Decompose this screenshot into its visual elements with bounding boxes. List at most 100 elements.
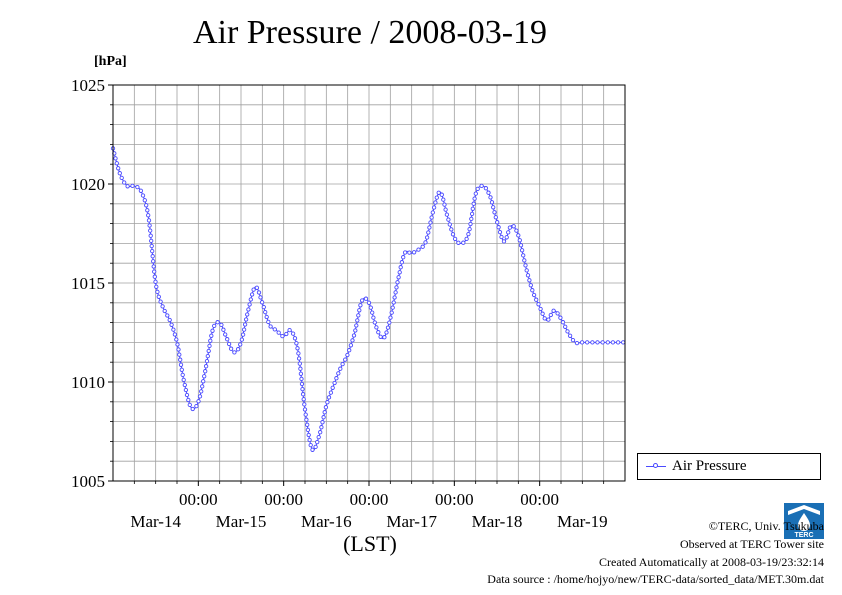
data-point [152, 269, 157, 274]
data-point [138, 188, 144, 193]
data-point [444, 212, 450, 217]
data-point [322, 410, 327, 415]
data-point [201, 379, 206, 384]
data-point [241, 327, 247, 332]
data-point [431, 205, 437, 210]
data-point [249, 292, 255, 297]
data-point [355, 318, 360, 323]
data-point [197, 394, 203, 399]
data-point [348, 343, 354, 348]
data-point [299, 376, 304, 382]
data-point [313, 444, 318, 450]
data-point [243, 317, 249, 322]
data-point [423, 240, 428, 245]
data-point [357, 308, 362, 313]
data-point [190, 406, 195, 412]
data-point [565, 329, 570, 334]
data-point [427, 225, 432, 230]
data-point [294, 341, 299, 346]
terc-logo-icon: TERC [784, 503, 824, 539]
data-point [149, 243, 154, 249]
data-point [305, 427, 311, 433]
data-point [359, 298, 365, 303]
data-point [385, 325, 391, 330]
data-point [256, 290, 262, 295]
legend-label: Air Pressure [672, 458, 747, 474]
data-point [447, 222, 452, 227]
data-point [199, 389, 204, 394]
data-point [384, 330, 389, 335]
footer-site: Observed at TERC Tower site [679, 537, 824, 551]
data-point [372, 320, 377, 325]
data-point [492, 210, 497, 215]
footer-copyright: ©TERC, Univ. Tsukuba [708, 519, 824, 533]
data-point [310, 447, 315, 452]
data-point [488, 195, 493, 200]
data-point [150, 254, 155, 259]
data-point [181, 377, 186, 383]
data-point [528, 283, 533, 288]
data-point [156, 294, 161, 299]
data-point [272, 327, 277, 332]
data-point [300, 386, 305, 392]
data-point [468, 221, 473, 227]
data-point [245, 312, 250, 317]
y-tick-label: 1020 [71, 175, 105, 194]
data-point [296, 356, 302, 361]
data-point [219, 322, 224, 328]
data-point [320, 420, 325, 425]
data-point [525, 273, 531, 278]
data-point [292, 336, 298, 341]
data-point [471, 201, 476, 206]
data-point [464, 236, 469, 242]
data-point [326, 395, 332, 400]
data-point [540, 311, 545, 316]
data-point [144, 203, 149, 208]
data-point [154, 284, 159, 289]
x-tick-time-label: 00:00 [520, 490, 559, 509]
data-point [507, 225, 513, 230]
data-point [555, 311, 560, 316]
data-point [251, 287, 256, 292]
data-point [202, 374, 207, 379]
data-point [119, 175, 124, 181]
data-point [610, 340, 616, 345]
data-point [239, 337, 245, 342]
x-tick-date-label: Mar-18 [472, 512, 523, 531]
data-point [178, 357, 183, 362]
y-tick-label: 1015 [71, 274, 105, 293]
data-point [491, 205, 496, 210]
data-point [356, 313, 361, 318]
x-tick-time-label: 00:00 [435, 490, 474, 509]
data-point [268, 324, 273, 329]
data-point [153, 279, 158, 284]
data-point [473, 191, 478, 196]
data-point [178, 362, 184, 367]
data-point [398, 265, 403, 270]
data-point [395, 280, 400, 285]
footer-source: Data source : /home/hojyo/new/TERC-data/… [487, 572, 824, 586]
data-point [208, 338, 213, 343]
data-point [125, 184, 130, 189]
data-point [560, 320, 566, 325]
data-point [574, 340, 580, 346]
data-point [366, 300, 372, 305]
data-point [470, 206, 475, 211]
data-point [295, 346, 300, 351]
data-point [145, 208, 150, 213]
data-point [336, 371, 341, 376]
data-point [264, 314, 269, 320]
data-point [259, 300, 265, 305]
data-point [210, 328, 215, 333]
data-point [396, 275, 401, 280]
data-point [411, 250, 417, 255]
data-point [489, 200, 495, 205]
data-point [169, 322, 174, 327]
data-point [595, 340, 600, 345]
data-point [340, 361, 345, 367]
x-tick-date-label: Mar-17 [386, 512, 437, 531]
data-point [368, 305, 373, 310]
data-point [570, 337, 576, 343]
chart-title: Air Pressure / 2008-03-19 [192, 14, 548, 51]
